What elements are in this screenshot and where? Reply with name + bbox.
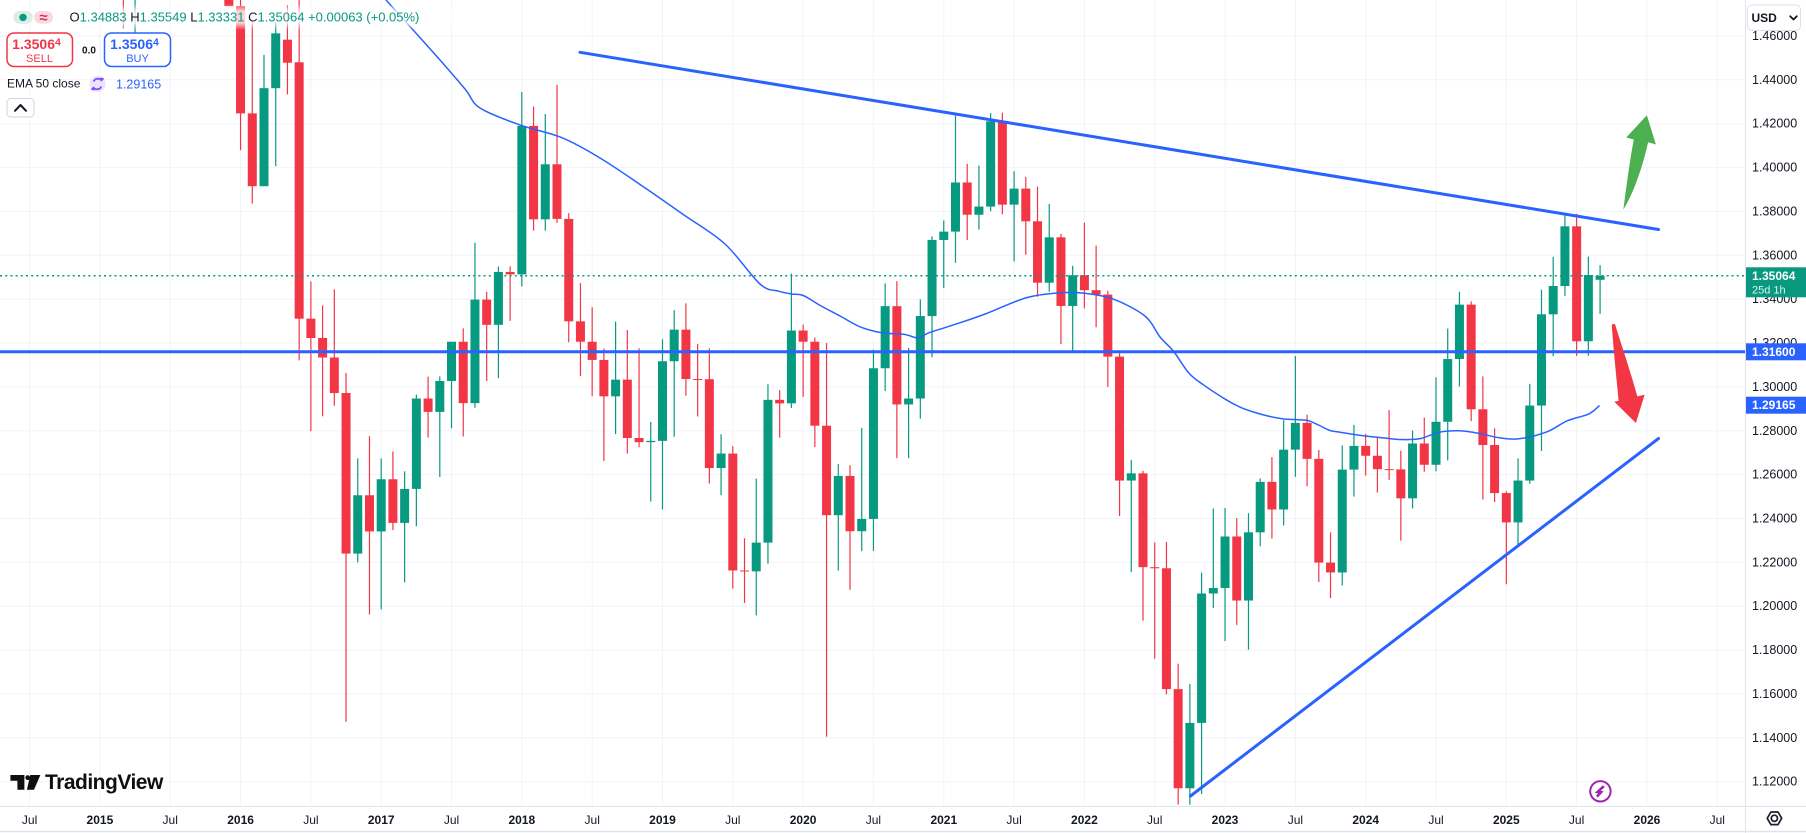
svg-text:1.26000: 1.26000 xyxy=(1752,468,1797,482)
svg-text:Jul: Jul xyxy=(1428,813,1443,827)
svg-text:1.31600: 1.31600 xyxy=(1752,345,1796,359)
svg-text:≈: ≈ xyxy=(39,10,47,27)
svg-text:1.28000: 1.28000 xyxy=(1752,424,1797,438)
svg-text:O1.34883 H1.35549 L1.33331 C1.: O1.34883 H1.35549 L1.33331 C1.35064 +0.0… xyxy=(70,10,420,25)
svg-text:2015: 2015 xyxy=(87,813,114,827)
svg-text:1.40000: 1.40000 xyxy=(1752,161,1797,175)
svg-text:Jul: Jul xyxy=(585,813,600,827)
svg-text:2019: 2019 xyxy=(649,813,676,827)
svg-text:2026: 2026 xyxy=(1634,813,1661,827)
svg-text:25d 1h: 25d 1h xyxy=(1752,284,1786,296)
svg-text:1.14000: 1.14000 xyxy=(1752,731,1797,745)
svg-text:Jul: Jul xyxy=(1569,813,1584,827)
svg-text:1.29165: 1.29165 xyxy=(116,78,161,92)
svg-text:SELL: SELL xyxy=(26,53,53,65)
svg-text:Jul: Jul xyxy=(163,813,178,827)
svg-text:1.36000: 1.36000 xyxy=(1752,248,1797,262)
svg-text:2018: 2018 xyxy=(508,813,535,827)
svg-text:1.29165: 1.29165 xyxy=(1752,398,1796,412)
svg-text:1.22000: 1.22000 xyxy=(1752,555,1797,569)
svg-text:1.38000: 1.38000 xyxy=(1752,204,1797,218)
svg-text:Jul: Jul xyxy=(303,813,318,827)
svg-text:USD: USD xyxy=(1752,11,1778,25)
svg-text:Jul: Jul xyxy=(1147,813,1162,827)
svg-text:Jul: Jul xyxy=(1006,813,1021,827)
svg-text:2020: 2020 xyxy=(790,813,817,827)
svg-text:1.46000: 1.46000 xyxy=(1752,29,1797,43)
svg-text:1.42000: 1.42000 xyxy=(1752,117,1797,131)
svg-text:1.44000: 1.44000 xyxy=(1752,73,1797,87)
svg-text:1.24000: 1.24000 xyxy=(1752,512,1797,526)
svg-text:1.35064: 1.35064 xyxy=(110,36,159,52)
svg-text:Jul: Jul xyxy=(1288,813,1303,827)
svg-text:1.18000: 1.18000 xyxy=(1752,643,1797,657)
svg-text:Jul: Jul xyxy=(1710,813,1725,827)
svg-text:EMA 50 close: EMA 50 close xyxy=(7,77,81,91)
svg-text:Jul: Jul xyxy=(444,813,459,827)
svg-text:Jul: Jul xyxy=(725,813,740,827)
svg-text:1.16000: 1.16000 xyxy=(1752,687,1797,701)
svg-text:2023: 2023 xyxy=(1212,813,1239,827)
svg-text:2016: 2016 xyxy=(227,813,254,827)
svg-text:TradingView: TradingView xyxy=(45,771,164,794)
svg-text:1.35064: 1.35064 xyxy=(1752,269,1796,283)
svg-text:0.0: 0.0 xyxy=(82,46,96,57)
svg-text:Jul: Jul xyxy=(22,813,37,827)
svg-text:2017: 2017 xyxy=(368,813,395,827)
svg-text:1.30000: 1.30000 xyxy=(1752,380,1797,394)
svg-text:2021: 2021 xyxy=(930,813,957,827)
svg-text:BUY: BUY xyxy=(126,53,149,65)
svg-text:1.35064: 1.35064 xyxy=(12,36,61,52)
svg-text:2024: 2024 xyxy=(1352,813,1379,827)
svg-text:1.20000: 1.20000 xyxy=(1752,599,1797,613)
svg-text:Jul: Jul xyxy=(866,813,881,827)
svg-text:2022: 2022 xyxy=(1071,813,1098,827)
svg-text:2025: 2025 xyxy=(1493,813,1520,827)
svg-text:1.12000: 1.12000 xyxy=(1752,775,1797,789)
